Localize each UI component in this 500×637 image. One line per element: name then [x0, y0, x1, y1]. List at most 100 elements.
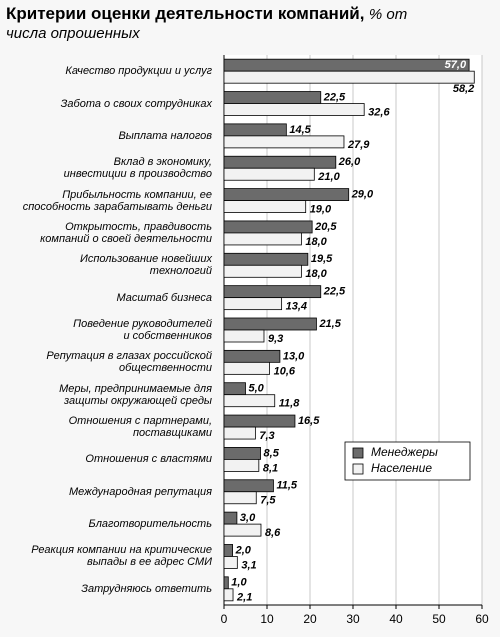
bar: [223, 511, 238, 525]
bar: [223, 479, 274, 493]
legend-box: [344, 441, 471, 481]
x-tick-label: 30: [346, 612, 360, 626]
value-label: 21,5: [318, 318, 341, 330]
value-label: 58,2: [453, 83, 474, 95]
bar: [223, 523, 262, 537]
y-tick-label: Репутация в глазах российской общественн…: [46, 350, 212, 375]
y-tick-label: Масштаб бизнеса: [116, 291, 212, 304]
value-label: 22,5: [323, 286, 346, 298]
bar: [223, 70, 475, 84]
value-label: 10,6: [274, 365, 296, 377]
value-label: 16,5: [298, 415, 320, 427]
x-tick-label: 10: [260, 612, 274, 626]
value-label: 7,5: [260, 495, 276, 507]
header: Критерии оценки деятельности компаний, %…: [6, 4, 426, 43]
value-label: 11,5: [276, 480, 297, 492]
value-label: 18,0: [305, 268, 327, 280]
bar: [223, 297, 283, 311]
bar: [223, 103, 365, 116]
value-label: 27,9: [347, 139, 370, 151]
bar: [223, 252, 309, 266]
x-tick-label: 40: [389, 612, 403, 626]
bar: [223, 188, 350, 201]
value-label: 13,4: [286, 301, 307, 313]
bar: [223, 135, 345, 149]
value-label: 22,5: [323, 91, 346, 103]
value-label: 9,3: [268, 333, 283, 345]
y-tick-label: Прибыльность компании, ее способность за…: [22, 188, 212, 213]
value-label: 19,5: [311, 253, 333, 265]
y-tick-label: Международная репутация: [69, 485, 212, 498]
value-label: 8,5: [264, 447, 280, 459]
legend-label: Население: [371, 461, 432, 475]
bar: [223, 167, 315, 181]
x-tick-label: 60: [475, 612, 489, 626]
bar: [223, 447, 261, 460]
value-label: 29,0: [351, 188, 374, 200]
bar: [223, 382, 246, 396]
chart-title: Критерии оценки деятельности компаний,: [6, 4, 365, 23]
y-tick-label: Отношения с партнерами, поставщиками: [68, 415, 212, 440]
value-label: 19,0: [310, 203, 332, 215]
y-tick-label: Отношения с властями: [85, 453, 212, 466]
y-tick-label: Качество продукции и услуг: [65, 65, 212, 78]
bar: [223, 491, 257, 505]
value-label: 2,0: [235, 544, 252, 556]
bar: [223, 58, 470, 72]
legend-label: Менеджеры: [371, 445, 438, 459]
bar: [223, 264, 302, 278]
bar: [223, 155, 337, 169]
value-label: 3,1: [241, 559, 256, 571]
y-tick-label: Использование новейших технологий: [79, 253, 212, 278]
value-label: 11,8: [279, 398, 300, 410]
x-tick-label: 50: [432, 612, 446, 626]
value-label: 3,0: [240, 512, 256, 524]
y-tick-label: Меры, предпринимаемые для защиты окружаю…: [59, 382, 212, 407]
value-label: 26,0: [338, 156, 361, 168]
bar: [223, 220, 313, 234]
value-label: 13,0: [283, 350, 305, 362]
bar: [223, 361, 270, 375]
y-tick-label: Вклад в экономику, инвестиции в производ…: [63, 156, 212, 181]
y-tick-label: Благотворительность: [88, 518, 212, 531]
value-label: 18,0: [305, 236, 327, 248]
legend-swatch: [352, 463, 364, 475]
value-label: 2,1: [236, 592, 252, 604]
bar: [223, 232, 302, 246]
bar: [223, 91, 322, 104]
bar: [223, 394, 276, 408]
bar: [223, 123, 287, 137]
bar: [223, 576, 229, 590]
value-label: 7,3: [259, 430, 274, 442]
value-label: 57,0: [445, 59, 467, 71]
x-tick-label: 20: [303, 612, 317, 626]
bar: [223, 285, 322, 299]
y-tick-label: Реакция компании на критические выпады в…: [31, 544, 212, 569]
legend-swatch: [352, 447, 364, 459]
y-tick-label: Выплата налогов: [118, 129, 212, 142]
y-tick-label: Затрудняюсь ответить: [81, 582, 212, 595]
bar: [223, 459, 260, 472]
value-label: 21,0: [317, 171, 340, 183]
bar: [223, 426, 256, 440]
value-label: 32,6: [368, 106, 390, 118]
x-tick-label: 0: [221, 612, 228, 626]
value-label: 20,5: [314, 221, 337, 233]
value-label: 14,5: [289, 124, 311, 136]
value-label: 5,0: [249, 383, 265, 395]
bar: [223, 317, 317, 331]
chart-subtitle: % от числа опрошенных: [6, 6, 408, 42]
bar: [223, 329, 265, 343]
value-label: 8,6: [265, 527, 281, 539]
bar: [223, 588, 234, 602]
bar: [223, 544, 233, 557]
bar: [223, 349, 281, 363]
y-tick-label: Забота о своих сотрудниках: [60, 97, 212, 110]
value-label: 8,1: [263, 462, 278, 474]
y-tick-label: Поведение руководителей и собственников: [73, 318, 212, 342]
bar: [223, 556, 238, 569]
value-label: 1,0: [231, 577, 247, 589]
bar: [223, 414, 296, 428]
